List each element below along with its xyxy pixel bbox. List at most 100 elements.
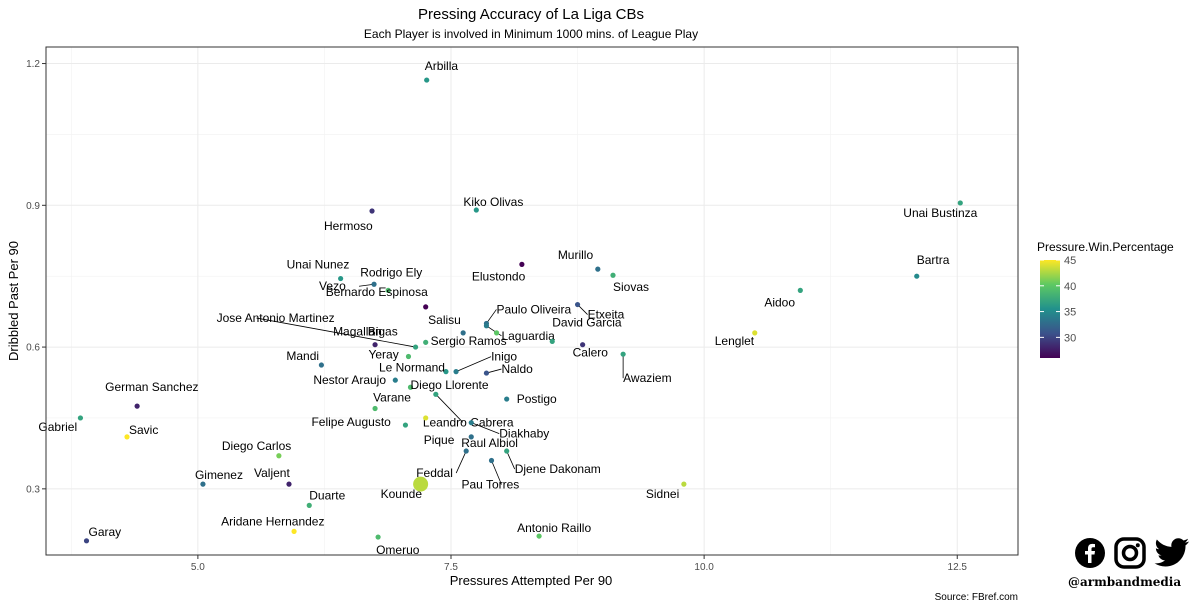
- data-point: [914, 273, 920, 279]
- data-point: [504, 396, 510, 402]
- point-label: Bigas: [368, 324, 398, 338]
- data-point: [306, 502, 312, 508]
- point-label: Etxeita: [588, 308, 625, 322]
- point-label: Calero: [573, 346, 609, 360]
- data-point: [797, 287, 803, 293]
- point-label: Garay: [89, 525, 122, 539]
- data-point: [134, 403, 140, 409]
- x-tick-label: 5.0: [191, 562, 205, 573]
- point-label: Gabriel: [38, 420, 77, 434]
- point-label: Bartra: [917, 253, 950, 267]
- point-label: Postigo: [517, 392, 557, 406]
- facebook-icon: [1075, 538, 1105, 568]
- legend-ticks: 30 35 40 45: [1040, 255, 1076, 344]
- leader-line: [256, 317, 416, 348]
- point-label: Magallan: [333, 325, 382, 339]
- point-label: Aidoo: [764, 295, 795, 309]
- point-label: Inigo: [491, 350, 517, 364]
- data-point: [574, 301, 581, 308]
- x-axis-label: Pressures Attempted Per 90: [450, 573, 613, 588]
- data-point: [488, 457, 495, 464]
- point-label: Unai Bustinza: [903, 206, 977, 220]
- point-label: Aridane Hernandez: [221, 514, 324, 528]
- data-points: Arbilla Kiko Olivas Hermoso Unai Bustinza Un…: [38, 59, 977, 557]
- point-label: Paulo Oliveira: [496, 302, 571, 316]
- point-label: German Sanchez: [105, 380, 198, 394]
- point-label: Jose Antonio Martinez: [217, 311, 335, 325]
- data-point: [620, 351, 626, 357]
- point-label: Felipe Augusto: [311, 415, 391, 429]
- point-label: Savic: [129, 423, 158, 437]
- instagram-icon: [1114, 537, 1146, 569]
- social-icons: [1068, 535, 1193, 571]
- legend-title: Pressure.Win.Percentage: [1037, 240, 1174, 254]
- point-label: Raul Albiol: [461, 436, 518, 450]
- y-tick-label: 0.9: [26, 201, 40, 212]
- data-point: [433, 391, 439, 397]
- data-point: [375, 534, 381, 540]
- data-point: [610, 272, 616, 278]
- data-point: [580, 342, 586, 348]
- point-label: Djene Dakonam: [515, 462, 601, 476]
- data-point: [463, 448, 469, 454]
- brand-handle: @armbandmedia: [1068, 575, 1182, 589]
- point-label: Sergio Ramos: [431, 334, 507, 348]
- data-point: [413, 476, 429, 492]
- point-label: Omeruo: [376, 543, 420, 557]
- data-point: [392, 377, 398, 383]
- data-point: [536, 533, 542, 539]
- point-label: Arbilla: [425, 59, 459, 73]
- point-label: Nestor Araujo: [313, 373, 386, 387]
- data-point: [483, 323, 490, 329]
- chart-subtitle: Each Player is involved in Minimum 1000 …: [364, 27, 698, 41]
- point-label: Pique: [424, 433, 455, 447]
- grid-lines: [46, 47, 1018, 555]
- legend-tick-label: 45: [1064, 255, 1076, 267]
- data-point: [453, 369, 459, 375]
- point-label: Yeray: [368, 348, 398, 362]
- point-label: Laguardia: [501, 329, 555, 343]
- point-label: Le Normand: [379, 361, 445, 375]
- data-point: [468, 420, 474, 426]
- point-label: Murillo: [558, 248, 594, 262]
- data-point: [371, 281, 377, 287]
- leader-line: [471, 422, 500, 435]
- data-point: [385, 287, 391, 293]
- point-label: Mandi: [286, 349, 319, 363]
- data-point: [200, 481, 206, 487]
- brand-block: @armbandmedia: [1068, 535, 1193, 595]
- point-label: Diego Carlos: [222, 439, 291, 453]
- data-point: [423, 339, 429, 345]
- data-point: [407, 384, 414, 390]
- data-point: [286, 481, 292, 487]
- leader-line: [486, 325, 502, 337]
- legend-tick-label: 30: [1064, 332, 1076, 344]
- chart-title: Pressing Accuracy of La Liga CBs: [418, 6, 644, 23]
- point-label: Bernardo Espinosa: [326, 285, 428, 299]
- data-point: [443, 369, 449, 375]
- point-label: David Garcia: [552, 315, 622, 329]
- x-tick-label: 7.5: [444, 562, 458, 573]
- point-label: Gimenez: [195, 468, 243, 482]
- point-label: Diego Llorente: [411, 378, 489, 392]
- point-label: Siovas: [613, 280, 649, 294]
- data-point: [369, 208, 375, 214]
- point-label: Varane: [373, 391, 411, 405]
- point-label: Hermoso: [324, 219, 373, 233]
- data-point: [752, 330, 758, 336]
- leader-line: [506, 450, 516, 470]
- data-point: [473, 207, 479, 213]
- data-point: [957, 200, 963, 206]
- x-tick-label: 12.5: [948, 562, 968, 573]
- point-label: Diakhaby: [499, 427, 549, 441]
- y-tick-label: 0.3: [26, 484, 40, 495]
- point-label: Duarte: [309, 488, 345, 502]
- point-label: Unai Nunez: [287, 258, 350, 272]
- data-point: [504, 448, 510, 454]
- point-label: Vezo: [319, 279, 346, 293]
- leader-line: [455, 450, 467, 474]
- point-label: Antonio Raillo: [517, 521, 591, 535]
- leader-line: [491, 460, 502, 485]
- data-point: [595, 266, 601, 272]
- twitter-icon: [1154, 538, 1189, 567]
